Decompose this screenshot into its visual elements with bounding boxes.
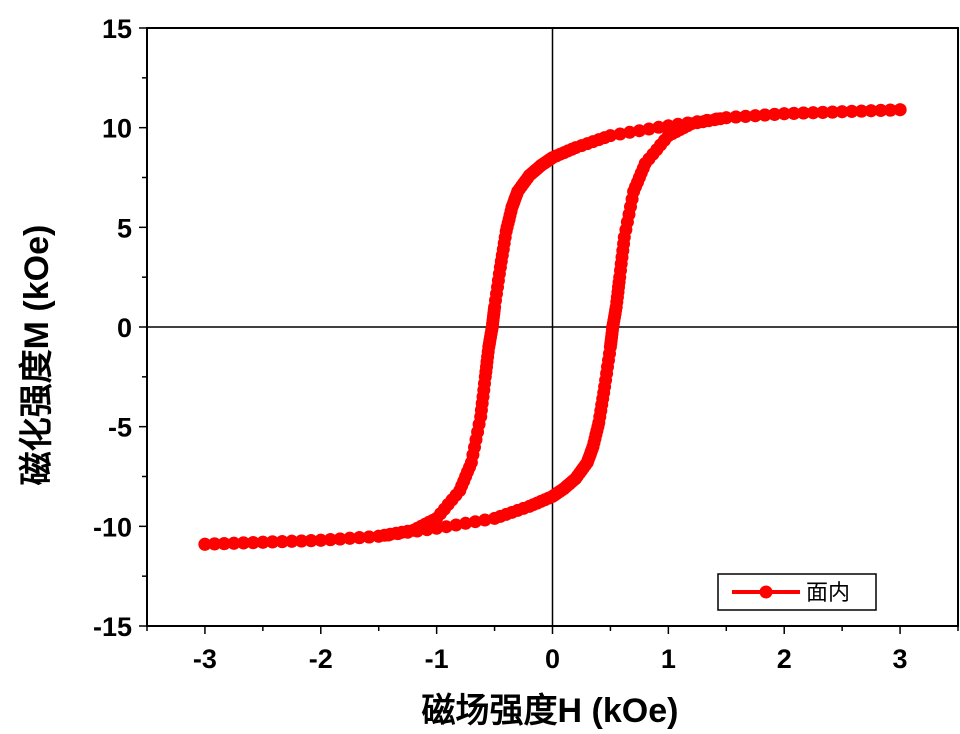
legend-marker — [760, 586, 773, 599]
y-tick-label: 10 — [102, 114, 132, 144]
x-axis-ticks: -3 -2 -1 0 1 2 3 — [147, 626, 958, 674]
y-tick-label: -15 — [93, 612, 132, 642]
y-tick-label: 15 — [102, 14, 132, 44]
y-tick-label: 5 — [117, 213, 132, 243]
data-point-ascending — [894, 103, 907, 116]
x-tick-label: 3 — [893, 644, 908, 674]
y-tick-label: 0 — [117, 313, 132, 343]
y-axis-title: 磁化强度M (kOe) — [18, 225, 56, 486]
x-tick-label: -2 — [309, 644, 333, 674]
x-tick-label: 2 — [777, 644, 792, 674]
y-axis-ticks: -15 -10 -5 0 5 10 15 — [93, 14, 147, 642]
x-tick-label: -3 — [193, 644, 217, 674]
zero-lines — [147, 28, 958, 626]
y-tick-label: -5 — [108, 413, 132, 443]
x-tick-label: 1 — [661, 644, 676, 674]
legend-label: 面内 — [806, 581, 850, 606]
legend: 面内 — [718, 574, 876, 610]
y-tick-label: -10 — [93, 512, 132, 542]
x-tick-label: 0 — [545, 644, 560, 674]
x-tick-label: -1 — [425, 644, 449, 674]
x-axis-title: 磁场强度H (kOe) — [422, 692, 679, 730]
